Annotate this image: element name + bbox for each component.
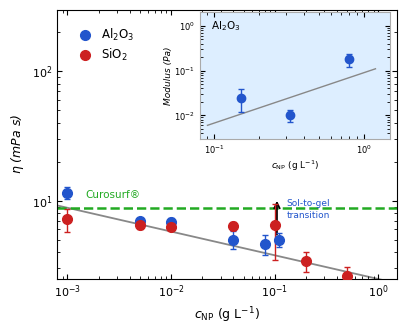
X-axis label: $c_{\mathrm{NP}}$ (g L$^{-1}$): $c_{\mathrm{NP}}$ (g L$^{-1}$) [194,306,260,324]
Text: Sol-to-gel
transition: Sol-to-gel transition [287,200,330,220]
Y-axis label: $\eta$ (mPa s): $\eta$ (mPa s) [9,114,26,174]
Legend: Al$_2$O$_3$, SiO$_2$: Al$_2$O$_3$, SiO$_2$ [70,24,137,66]
Text: Curosurf®: Curosurf® [85,190,141,200]
